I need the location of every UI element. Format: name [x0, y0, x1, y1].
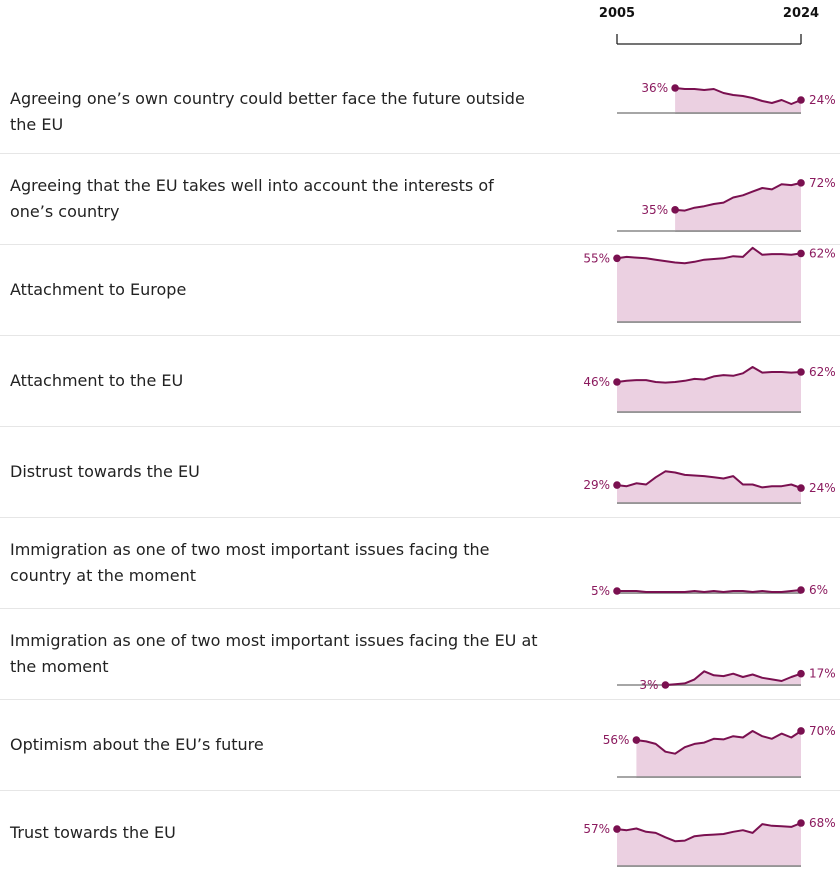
area [617, 367, 801, 412]
value-label: 55% [583, 251, 610, 265]
value-label: 68% [809, 816, 836, 830]
end-dot [671, 206, 679, 214]
row-label: Trust towards the EU [10, 823, 176, 842]
row-label: Attachment to Europe [10, 279, 187, 299]
line [675, 181, 802, 212]
end-dot [797, 586, 805, 594]
row-separator [0, 153, 840, 154]
end-dot [797, 179, 805, 187]
value-label: 72% [809, 176, 836, 190]
area [617, 471, 801, 503]
value-label: 57% [583, 822, 610, 836]
value-label: 24% [809, 481, 836, 495]
row-label: Agreeing that the EU takes well into acc… [10, 175, 494, 221]
value-label: 6% [809, 583, 828, 597]
row-separator [0, 244, 840, 245]
row-label: Immigration as one of two most important… [10, 630, 538, 676]
end-dot [797, 368, 805, 376]
row-label: Attachment to the EU [10, 370, 184, 390]
value-label: 70% [809, 724, 836, 738]
value-label: 46% [583, 375, 610, 389]
value-label: 24% [809, 93, 836, 107]
area [636, 731, 801, 777]
row-separator [0, 608, 840, 609]
area [675, 88, 801, 113]
value-label: 29% [583, 478, 610, 492]
value-label: 17% [809, 667, 836, 681]
value-label: 36% [641, 81, 668, 95]
line [616, 246, 802, 265]
end-dot [632, 736, 641, 744]
end-dot [797, 249, 805, 258]
end-dot [797, 819, 805, 827]
end-dot [613, 378, 621, 386]
end-dot [661, 681, 670, 689]
x-tick-label: 2024 [783, 6, 819, 21]
value-label: 62% [809, 365, 836, 379]
line [636, 730, 802, 755]
end-dot [797, 669, 805, 678]
line [674, 87, 802, 105]
x-tick-label: 2005 [599, 6, 635, 21]
line [617, 589, 802, 593]
row-label: Optimism about the EU’s future [10, 734, 264, 754]
end-dot [797, 96, 805, 104]
row-separator [0, 790, 840, 791]
row-separator [0, 517, 840, 518]
end-dot [671, 84, 679, 92]
end-dot [797, 727, 805, 735]
row-separator [0, 699, 840, 700]
line [616, 822, 802, 843]
line [616, 366, 802, 384]
area [675, 182, 801, 231]
row-separator [0, 335, 840, 336]
line [665, 670, 802, 686]
end-dot [797, 484, 805, 492]
value-label: 5% [591, 584, 610, 598]
value-label: 56% [603, 733, 630, 747]
end-dot [613, 254, 621, 263]
area [617, 823, 801, 866]
row-label: Distrust towards the EU [10, 461, 200, 481]
row-label: Immigration as one of two most important… [10, 539, 490, 585]
row-separator [0, 426, 840, 427]
row-label: Agreeing one’s own country could better … [10, 88, 525, 134]
end-dot [613, 825, 621, 833]
value-label: 3% [639, 678, 658, 692]
value-label: 35% [641, 203, 668, 217]
area [665, 671, 801, 685]
value-label: 62% [809, 246, 836, 260]
line [616, 470, 802, 489]
end-dot [613, 587, 621, 595]
area [617, 247, 801, 322]
end-dot [613, 481, 621, 489]
